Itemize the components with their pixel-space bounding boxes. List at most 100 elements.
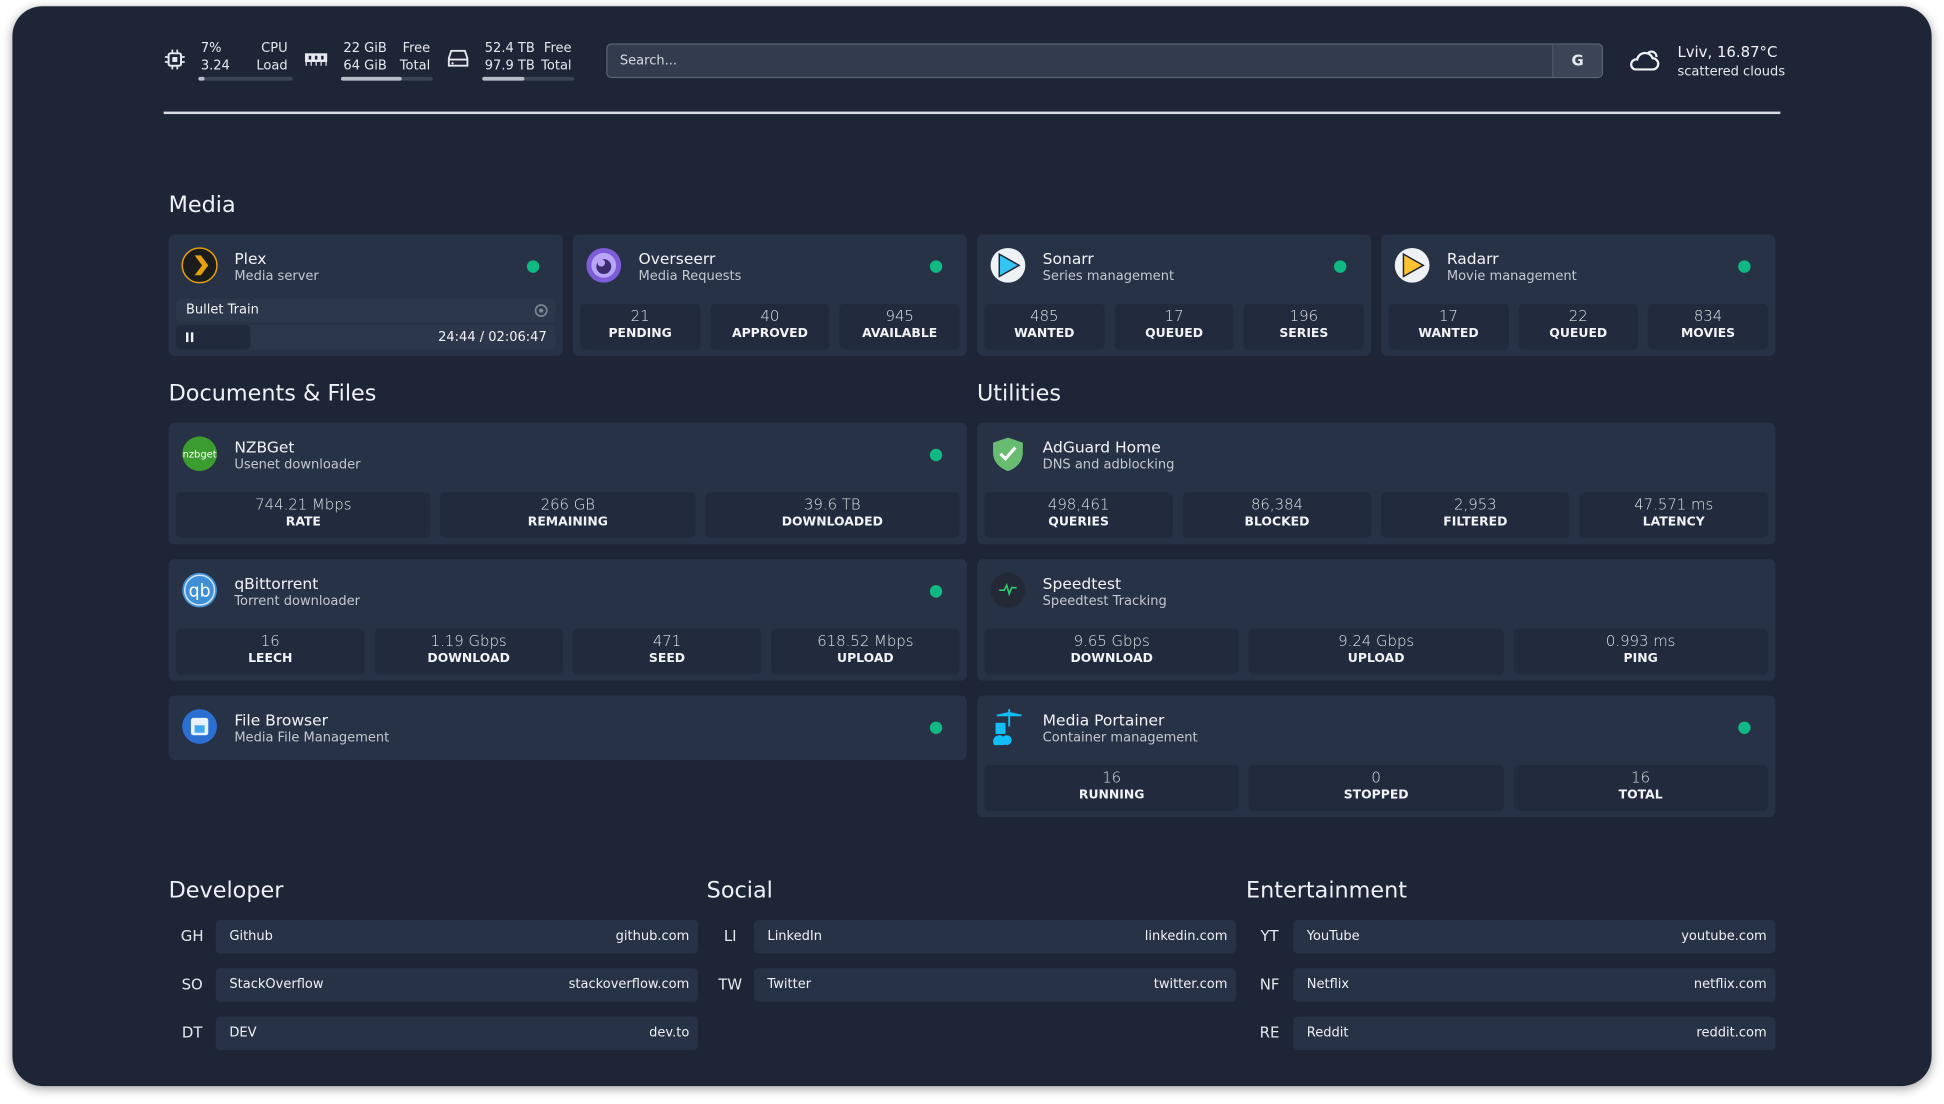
qbittorrent-card[interactable]: qb qBittorrent Torrent downloader 16 LEECH 1.… — [168, 559, 968, 681]
stat-value: 40 — [760, 307, 780, 325]
adguard-card[interactable]: AdGuard Home DNS and adblocking 498,461 QUE… — [976, 422, 1776, 545]
stat-block: 21 PENDING — [580, 303, 701, 350]
stats-row: 21 PENDING 40 APPROVED 945 AVAILABLE — [580, 303, 960, 350]
radarr-card[interactable]: Radarr Movie management 17 WANTED 22 QUEUED 83… — [1381, 234, 1776, 356]
cpu-icon — [164, 49, 185, 70]
bookmark-netflix[interactable]: NF Netflix netflix.com — [1246, 968, 1776, 1002]
bookmark-abbr: YT — [1260, 927, 1279, 945]
svg-text:qb: qb — [189, 581, 211, 601]
stat-label: RATE — [285, 515, 321, 530]
stat-block: 498,461 QUERIES — [984, 492, 1173, 539]
nzbget-card[interactable]: nzbget NZBGet Usenet downloader 744.21 Mbps… — [168, 422, 968, 545]
bookmark-link[interactable]: LinkedIn linkedin.com — [753, 919, 1237, 954]
stats-row: 485 WANTED 17 QUEUED 196 SERIES — [984, 303, 1364, 350]
stat-value: 22 — [1568, 307, 1588, 325]
speedtest-icon — [990, 572, 1026, 608]
service-subtitle: Media server — [234, 269, 319, 284]
stat-label: MOVIES — [1680, 327, 1736, 341]
google-search-button[interactable]: G — [1552, 44, 1602, 77]
service-subtitle: DNS and adblocking — [1042, 457, 1175, 473]
status-dot — [1334, 260, 1347, 273]
stat-block: 744.21 Mbps RATE — [176, 492, 431, 539]
service-title: Sonarr — [1042, 249, 1094, 268]
stat-block: 22 QUEUED — [1518, 303, 1639, 350]
stat-label: UPLOAD — [837, 652, 894, 666]
stat-block: 16 TOTAL — [1513, 764, 1768, 811]
plex-card[interactable]: Plex Media server Bullet Train 24:44 / 0… — [168, 234, 563, 356]
bookmark-link[interactable]: Netflix netflix.com — [1293, 968, 1776, 1002]
service-title: qBittorrent — [234, 574, 319, 593]
memory-total: 64 GiB — [343, 58, 387, 74]
disk-icon — [447, 49, 469, 67]
service-title: Media Portainer — [1042, 710, 1165, 730]
status-dot — [1738, 721, 1751, 734]
bookmark-name: StackOverflow — [229, 976, 324, 992]
memory-icon — [304, 53, 328, 66]
status-dot — [929, 448, 943, 462]
bookmark-link[interactable]: YouTube youtube.com — [1293, 919, 1776, 954]
adguard-shield-icon — [993, 437, 1023, 472]
stat-block: 834 MOVIES — [1648, 303, 1768, 350]
bookmark-abbr: LI — [723, 927, 737, 945]
overseerr-card[interactable]: Overseerr Media Requests 21 PENDING 40 APPROV… — [572, 234, 968, 356]
stat-label: RUNNING — [1078, 788, 1145, 803]
bookmark-url: dev.to — [649, 1025, 690, 1041]
playback-progress[interactable]: 24:44 / 02:06:47 — [176, 324, 556, 350]
stat-value: 21 — [630, 307, 650, 325]
media-heading: Media — [168, 192, 236, 219]
stat-block: 86,384 BLOCKED — [1182, 492, 1372, 539]
bookmark-url: reddit.com — [1696, 1025, 1767, 1041]
pause-icon[interactable] — [185, 332, 194, 343]
stat-block: 2,953 FILTERED — [1381, 492, 1570, 539]
stats-row: 17 WANTED 22 QUEUED 834 MOVIES — [1388, 303, 1768, 350]
file-browser-icon — [182, 709, 217, 744]
search-input[interactable] — [607, 44, 1554, 77]
now-playing-title: Bullet Train — [185, 302, 259, 318]
bookmark-group-heading: Entertainment — [1245, 877, 1408, 904]
bookmark-link[interactable]: Reddit reddit.com — [1293, 1016, 1776, 1051]
bookmark-linkedin[interactable]: LI LinkedIn linkedin.com — [707, 919, 1237, 954]
svg-text:nzbget: nzbget — [183, 449, 217, 460]
bookmark-url: linkedin.com — [1144, 928, 1228, 944]
bookmark-link[interactable]: StackOverflow stackoverflow.com — [215, 968, 699, 1002]
cpu-label: CPU — [261, 40, 288, 56]
bookmark-link[interactable]: Twitter twitter.com — [753, 968, 1237, 1002]
stat-label: DOWNLOADED — [781, 515, 883, 530]
bookmark-reddit[interactable]: RE Reddit reddit.com — [1246, 1016, 1776, 1051]
bookmark-url: youtube.com — [1681, 928, 1767, 944]
filebrowser-card[interactable]: File Browser Media File Management — [168, 695, 968, 760]
cpu-load: 3.24 — [200, 58, 230, 74]
stat-label: APPROVED — [731, 327, 808, 341]
service-title: Plex — [234, 249, 267, 268]
bookmark-name: Reddit — [1306, 1025, 1349, 1041]
bookmark-youtube[interactable]: YT YouTube youtube.com — [1246, 919, 1776, 954]
service-subtitle: Speedtest Tracking — [1042, 593, 1167, 609]
memory-free: 22 GiB — [343, 40, 387, 56]
stat-value: 2,953 — [1454, 495, 1497, 514]
sonarr-icon — [990, 247, 1026, 283]
stat-block: 9.24 Gbps UPLOAD — [1248, 628, 1504, 675]
stat-label: REMAINING — [527, 515, 608, 530]
bookmark-github[interactable]: GH Github github.com — [169, 919, 699, 954]
bookmark-stackoverflow[interactable]: SO StackOverflow stackoverflow.com — [169, 968, 699, 1002]
weather-condition: scattered clouds — [1677, 64, 1786, 80]
bookmark-link[interactable]: Github github.com — [215, 919, 699, 954]
search-box: G — [606, 43, 1604, 79]
bookmark-link[interactable]: DEV dev.to — [215, 1016, 699, 1051]
stat-value: 498,461 — [1047, 495, 1110, 514]
portainer-card[interactable]: Media Portainer Container management 16 RUN… — [976, 695, 1776, 818]
service-subtitle: Container management — [1042, 730, 1198, 746]
bookmark-dev[interactable]: DT DEV dev.to — [169, 1016, 699, 1051]
stat-label: DOWNLOAD — [1070, 652, 1153, 666]
stat-label: FILTERED — [1443, 515, 1508, 530]
stat-value: 17 — [1439, 307, 1458, 325]
stat-block: 485 WANTED — [984, 303, 1105, 350]
stat-label: LATENCY — [1642, 515, 1705, 530]
stat-label: TOTAL — [1618, 788, 1663, 803]
bookmark-name: Netflix — [1306, 976, 1350, 992]
gear-icon[interactable] — [534, 304, 548, 318]
sonarr-card[interactable]: Sonarr Series management 485 WANTED 17 QUEUED… — [976, 234, 1372, 356]
bookmark-twitter[interactable]: TW Twitter twitter.com — [707, 968, 1237, 1002]
stat-label: WANTED — [1014, 327, 1075, 341]
speedtest-card[interactable]: Speedtest Speedtest Tracking 9.65 Gbps DOWN… — [976, 559, 1776, 681]
